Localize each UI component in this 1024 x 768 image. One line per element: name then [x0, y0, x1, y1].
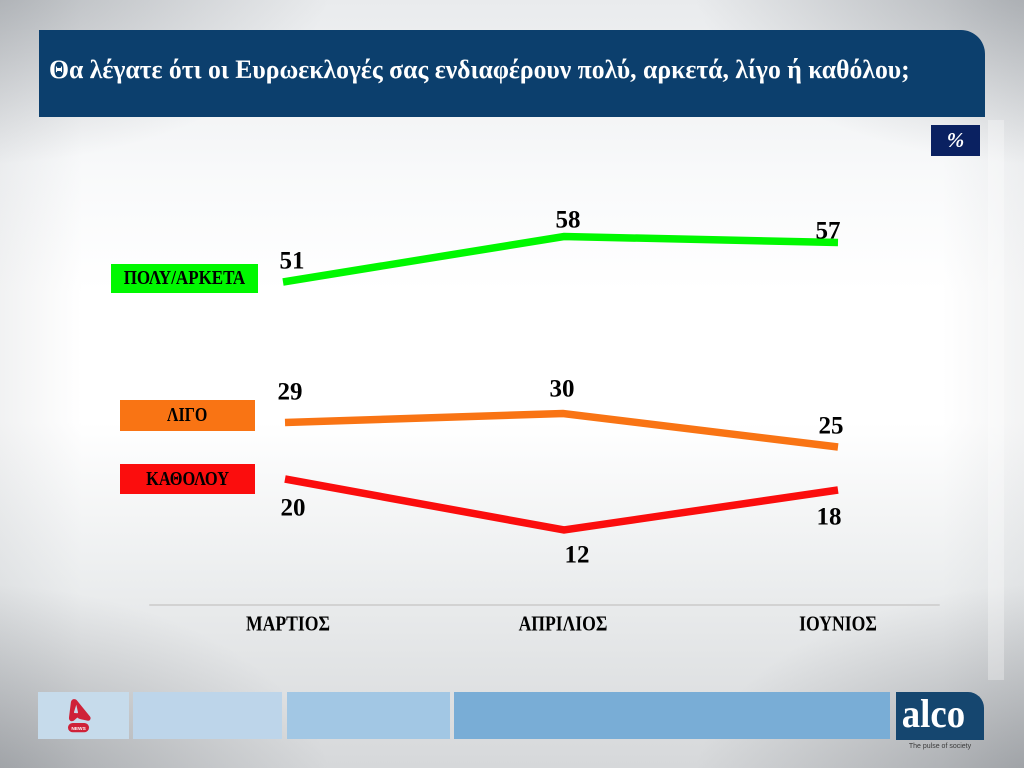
svg-text:NEWS: NEWS	[71, 726, 86, 732]
